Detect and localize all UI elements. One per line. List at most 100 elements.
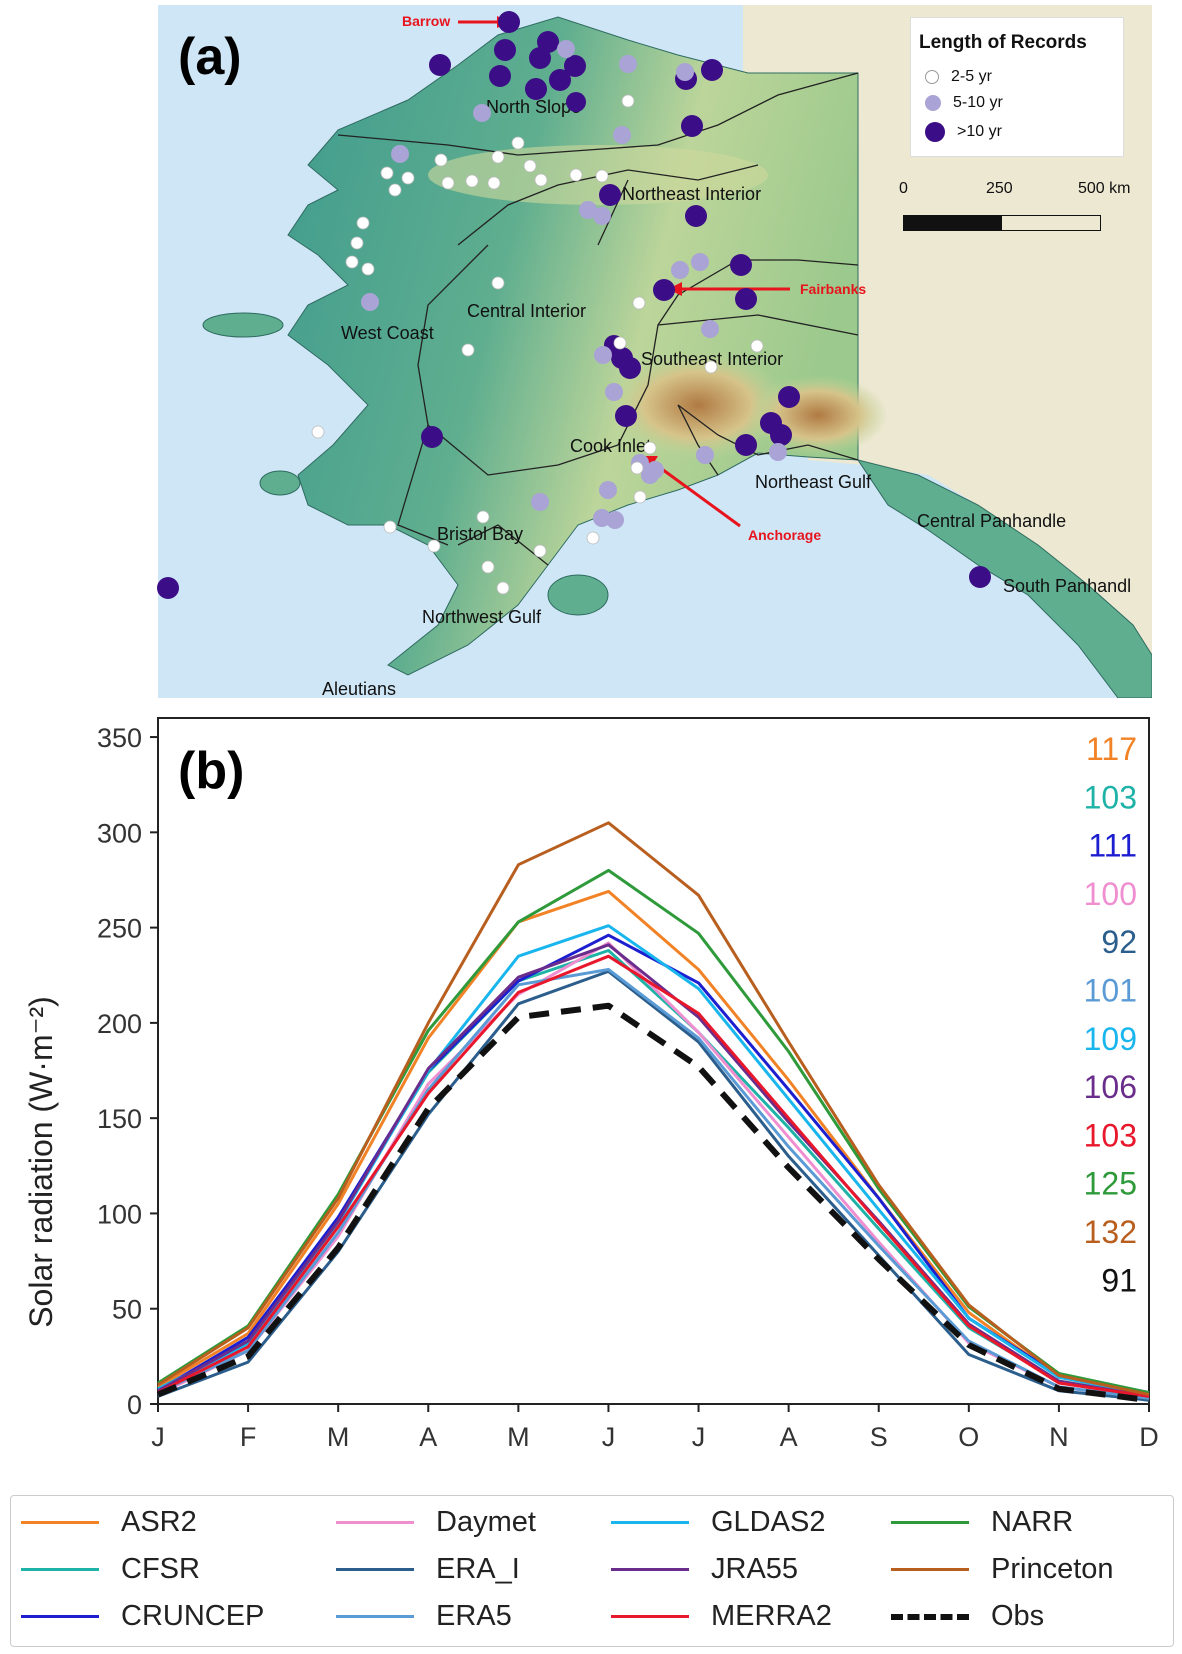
- legend-swatch: [336, 1521, 414, 1524]
- nunivak-island: [259, 470, 301, 496]
- panhandle-landmass: [856, 459, 1152, 698]
- y-tick-label: 100: [97, 1199, 142, 1229]
- x-tick-label: J: [151, 1422, 165, 1452]
- legend-item-jra55: JRA55: [611, 1553, 798, 1586]
- series-line-asr2: [157, 889, 1150, 1396]
- series-line-merra2: [157, 954, 1150, 1398]
- scale-tick-label: 0: [899, 180, 908, 197]
- scale-bar-graphic: [903, 215, 1101, 231]
- legend-label: CFSR: [121, 1553, 200, 1585]
- series-line-gldas2: [157, 924, 1150, 1396]
- legend-label: MERRA2: [711, 1600, 832, 1632]
- record-legend-label: >10 yr: [957, 123, 1002, 140]
- y-tick-label: 250: [97, 914, 142, 944]
- solar-radiation-chart: 0 50 100 150 200 250 300 350 J F M A M J J A S O N D 117 10…: [23, 717, 1159, 1452]
- x-tick-label: N: [1049, 1422, 1069, 1452]
- series-annotation-narr: 125: [1084, 1166, 1137, 1202]
- legend-swatch: [21, 1568, 99, 1571]
- x-tick-label: O: [958, 1422, 979, 1452]
- x-tick-label: J: [602, 1422, 616, 1452]
- legend-label: JRA55: [711, 1553, 799, 1585]
- y-tick-label: 200: [97, 1009, 142, 1039]
- series-line-princeton: [157, 821, 1150, 1396]
- x-tick-label: M: [327, 1422, 350, 1452]
- series-line-narr: [157, 868, 1150, 1395]
- series-annotation-princeton: 132: [1084, 1214, 1137, 1250]
- y-axis-title: Solar radiation (W·m⁻²): [23, 996, 59, 1328]
- legend-item-narr: NARR: [891, 1506, 1073, 1539]
- record-legend-label: 2-5 yr: [951, 68, 992, 85]
- series-annotation-jra55: 106: [1084, 1069, 1137, 1105]
- record-legend-item: 5-10 yr: [925, 94, 1003, 112]
- white-dot-icon: [925, 70, 939, 84]
- legend-label: NARR: [991, 1506, 1074, 1538]
- legend-label: ERA5: [436, 1600, 512, 1632]
- x-tick-label: F: [240, 1422, 257, 1452]
- series-line-obs: [156, 1002, 1150, 1404]
- record-legend-item: >10 yr: [925, 122, 1002, 142]
- scale-tick-label: 500 km: [1078, 180, 1131, 197]
- legend-swatch: [336, 1615, 414, 1618]
- legend-swatch: [891, 1613, 969, 1620]
- legend-item-princeton: Princeton: [891, 1553, 1114, 1586]
- map-panel: Length of Records 2-5 yr 5-10 yr >10 yr …: [158, 5, 1152, 698]
- series-annotation-era5: 101: [1084, 973, 1137, 1009]
- x-tick-label: M: [507, 1422, 530, 1452]
- purple-dot-icon: [925, 122, 945, 142]
- wrangell-relief: [748, 375, 888, 455]
- alaska-range-relief: [608, 350, 788, 460]
- series-line-era-i: [157, 969, 1150, 1402]
- series-line-jra55: [157, 943, 1150, 1398]
- legend-item-gldas2: GLDAS2: [611, 1506, 825, 1539]
- legend-label: Daymet: [436, 1506, 536, 1538]
- lavender-dot-icon: [925, 95, 941, 111]
- st-lawrence-island: [202, 312, 284, 338]
- scale-bar: 0 250 500 km: [899, 180, 1143, 240]
- series-line-era5: [157, 968, 1150, 1400]
- record-legend-label: 5-10 yr: [953, 94, 1003, 111]
- series-lines: [156, 821, 1150, 1404]
- legend-item-era-i: ERA_I: [336, 1553, 520, 1586]
- legend-item-cfsr: CFSR: [21, 1553, 200, 1586]
- y-tick-label: 300: [97, 818, 142, 848]
- y-tick-label: 0: [127, 1390, 142, 1420]
- legend-label: ASR2: [121, 1506, 197, 1538]
- series-annotation-cfsr: 103: [1084, 779, 1137, 815]
- legend-swatch: [21, 1615, 99, 1618]
- series-annotations: 117 103 111 100 92 101 109 106 103 125 132 91: [1084, 731, 1137, 1298]
- series-annotation-cruncep: 111: [1088, 828, 1137, 864]
- legend-item-cruncep: CRUNCEP: [21, 1600, 264, 1633]
- x-tick-label: J: [692, 1422, 706, 1452]
- legend-item-merra2: MERRA2: [611, 1600, 832, 1633]
- series-annotation-era-i: 92: [1101, 924, 1137, 960]
- plot-frame: [157, 717, 1150, 1405]
- legend-swatch: [21, 1521, 99, 1524]
- legend-label: Obs: [991, 1600, 1045, 1632]
- x-tick-label: A: [780, 1422, 798, 1452]
- x-tick-label: S: [870, 1422, 888, 1452]
- legend-item-obs: Obs: [891, 1600, 1044, 1633]
- legend-label: GLDAS2: [711, 1506, 826, 1538]
- legend-swatch: [611, 1568, 689, 1571]
- legend-label: Princeton: [991, 1553, 1114, 1585]
- record-length-legend: Length of Records 2-5 yr 5-10 yr >10 yr: [910, 17, 1124, 157]
- y-tick-label: 150: [97, 1104, 142, 1134]
- series-annotation-merra2: 103: [1084, 1117, 1137, 1153]
- record-legend-title: Length of Records: [919, 32, 1087, 53]
- y-axis: 0 50 100 150 200 250 300 350: [97, 723, 158, 1420]
- series-annotation-asr2: 117: [1086, 731, 1137, 767]
- y-tick-label: 350: [97, 723, 142, 753]
- legend-swatch: [611, 1615, 689, 1618]
- record-legend-item: 2-5 yr: [925, 68, 992, 86]
- legend-swatch: [336, 1568, 414, 1571]
- legend-swatch: [891, 1568, 969, 1571]
- legend-item-daymet: Daymet: [336, 1506, 536, 1539]
- x-tick-label: D: [1139, 1422, 1159, 1452]
- legend-label: ERA_I: [436, 1553, 520, 1585]
- legend-swatch: [891, 1521, 969, 1524]
- y-tick-label: 50: [112, 1295, 142, 1325]
- legend-label: CRUNCEP: [121, 1600, 265, 1632]
- legend-item-era5: ERA5: [336, 1600, 512, 1633]
- legend-swatch: [611, 1521, 689, 1524]
